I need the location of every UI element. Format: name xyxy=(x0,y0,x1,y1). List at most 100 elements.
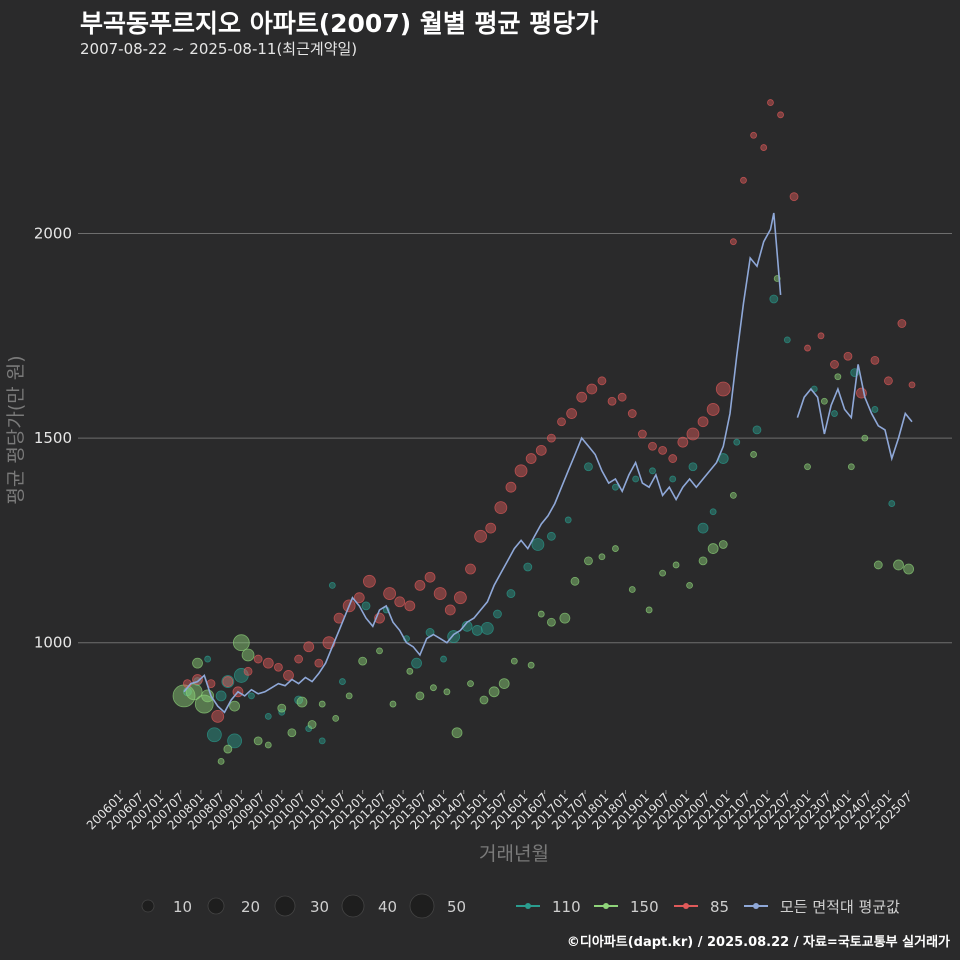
scatter-point-110 xyxy=(733,438,741,446)
scatter-point-150 xyxy=(192,657,203,669)
legend-series-marker xyxy=(603,903,609,909)
scatter-point-150 xyxy=(686,582,693,589)
scatter-point-150 xyxy=(479,695,489,705)
legend: 10 20 30 40 50 110 150 85 모든 면적대 평균값 xyxy=(141,893,900,919)
scatter-point-85 xyxy=(494,501,508,515)
scatter-point-85 xyxy=(729,238,737,246)
scatter-point-110 xyxy=(752,425,762,435)
scatter-point-110 xyxy=(888,500,896,507)
scatter-point-110 xyxy=(215,690,227,702)
scatter-point-110 xyxy=(204,655,212,663)
scatter-point-110 xyxy=(221,675,235,688)
scatter-point-85 xyxy=(433,587,447,600)
scatter-point-85 xyxy=(668,454,678,463)
scatter-point-85 xyxy=(697,416,709,428)
scatter-point-85 xyxy=(273,662,283,672)
scatter-point-85 xyxy=(566,408,578,419)
scatter-point-150 xyxy=(264,741,272,749)
scatter-point-110 xyxy=(769,294,779,304)
legend-size-circle xyxy=(341,894,365,918)
scatter-point-85 xyxy=(607,396,617,406)
scatter-point-85 xyxy=(870,355,880,365)
scatter-point-85 xyxy=(362,574,376,588)
scatter-point-150 xyxy=(847,463,855,471)
scatter-point-150 xyxy=(451,727,463,739)
scatter-point-85 xyxy=(677,436,689,448)
average-line xyxy=(183,212,913,714)
scatter-point-85 xyxy=(474,529,488,543)
scatter-point-85 xyxy=(884,376,893,386)
chart-subtitle: 2007-08-22 ~ 2025-08-11(최근계약일) xyxy=(80,40,358,58)
scatter-point-110 xyxy=(361,601,371,611)
scatter-point-150 xyxy=(467,680,474,688)
scatter-point-85 xyxy=(658,445,668,455)
scatter-point-150 xyxy=(332,714,340,722)
scatter-point-110 xyxy=(546,531,556,541)
scatter-point-85 xyxy=(817,332,825,340)
scatter-point-150 xyxy=(389,700,397,708)
scatter-point-85 xyxy=(908,381,916,389)
scatter-point-85 xyxy=(897,319,907,328)
legend-series-label: 150 xyxy=(630,898,659,916)
scatter-point-110 xyxy=(564,516,572,524)
scatter-point-150 xyxy=(873,560,883,570)
scatter-point-85 xyxy=(353,592,365,604)
scatter-point-150 xyxy=(659,569,667,577)
scatter-point-85 xyxy=(485,522,497,534)
scatter-point-110 xyxy=(227,733,242,749)
scatter-point-150 xyxy=(820,397,828,405)
scatter-point-85 xyxy=(843,351,853,361)
scatter-point-150 xyxy=(307,720,317,729)
scatter-point-110 xyxy=(206,727,222,743)
scatter-point-150 xyxy=(628,586,636,593)
average-line-segment xyxy=(183,212,782,714)
scatter-point-85 xyxy=(546,433,556,443)
scatter-point-150 xyxy=(559,612,571,624)
scatter-point-110 xyxy=(506,589,516,598)
legend-size-circle xyxy=(274,895,296,917)
scatter-point-150 xyxy=(537,610,545,618)
scatter-point-110 xyxy=(531,538,545,551)
scatter-point-110 xyxy=(339,678,346,685)
chart-title: 부곡동푸르지오 아파트(2007) 월별 평균 평당가 xyxy=(80,9,599,38)
scatter-point-85 xyxy=(253,654,263,664)
scatter-point-85 xyxy=(514,464,528,478)
legend-series-label: 85 xyxy=(710,898,729,916)
scatter-point-85 xyxy=(597,376,607,386)
scatter-point-110 xyxy=(471,625,483,636)
legend-size-label: 20 xyxy=(241,898,260,916)
scatter-point-150 xyxy=(584,556,593,566)
grid-lines xyxy=(78,232,952,644)
scatter-point-85 xyxy=(576,391,588,403)
scatter-point-85 xyxy=(789,192,799,202)
scatter-point-150 xyxy=(598,553,606,561)
scatter-point-85 xyxy=(211,709,225,723)
scatter-point-150 xyxy=(527,661,535,669)
scatter-point-150 xyxy=(488,686,500,698)
scatter-point-85 xyxy=(424,571,436,583)
legend-series-label: 모든 면적대 평균값 xyxy=(780,898,900,916)
scatter-point-150 xyxy=(415,691,425,701)
y-tick-label: 1500 xyxy=(34,429,72,447)
scatter-point-85 xyxy=(444,604,456,616)
x-tick-labels: 2006012006072007012007072008012008072009… xyxy=(84,790,915,833)
scatter-point-150 xyxy=(318,700,326,708)
scatter-point-150 xyxy=(443,688,451,696)
scatter-point-85 xyxy=(830,360,839,369)
scatter-point-85 xyxy=(617,392,627,402)
scatter-point-150 xyxy=(194,694,214,714)
scatter-point-150 xyxy=(232,634,250,652)
scatter-point-85 xyxy=(535,444,547,456)
scatter-point-85 xyxy=(586,383,598,395)
legend-size-circle xyxy=(207,897,225,915)
scatter-point-150 xyxy=(229,700,240,712)
scatter-point-150 xyxy=(546,617,556,627)
scatter-point-110 xyxy=(584,462,593,472)
scatter-point-150 xyxy=(185,683,203,701)
legend-size-label: 30 xyxy=(310,898,329,916)
scatter-point-85 xyxy=(222,676,234,687)
scatter-point-85 xyxy=(314,658,324,668)
scatter-point-85 xyxy=(648,441,657,451)
scatter-point-150 xyxy=(804,463,811,471)
